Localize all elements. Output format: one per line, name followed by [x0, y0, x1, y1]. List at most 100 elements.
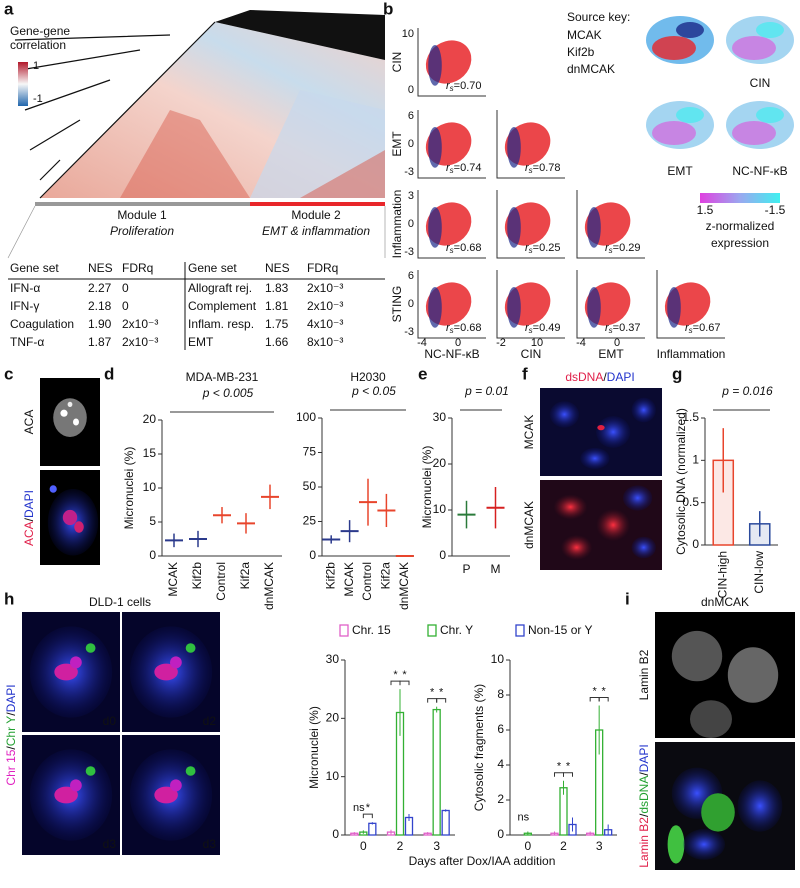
x-tick-label: Kif2b: [190, 562, 204, 590]
rs-equals: =: [533, 162, 539, 174]
micrograph-spot: [62, 509, 78, 526]
significance-label: *: [366, 802, 371, 814]
micrograph-spot: [70, 779, 82, 792]
x-tick-label: dnMCAK: [262, 562, 276, 610]
rs-label: rs=0.67: [685, 322, 721, 335]
micrograph-spot: [185, 766, 196, 776]
table-cell: Complement: [188, 299, 257, 313]
umap: [676, 22, 704, 38]
table-cell: 0: [122, 299, 129, 313]
micrograph-spot: [671, 630, 723, 682]
rs-symbol: r: [446, 80, 451, 92]
y-tick-label: 8: [497, 687, 504, 701]
axis: [496, 110, 565, 179]
rs-subscript: s: [609, 326, 613, 335]
image-label: d3: [203, 837, 217, 851]
significance-label: *: [566, 761, 571, 773]
y-axis-label: Micronuclei (%): [122, 447, 136, 530]
y-tick-label: -3: [404, 246, 414, 258]
panel-letter: a: [4, 0, 14, 18]
table-cell: Allograft rej.: [188, 281, 252, 295]
table-cell: IFN-α: [10, 281, 40, 295]
y-tick-label: 2: [497, 792, 504, 806]
image-label: ACA: [22, 410, 36, 435]
rs-subscript: s: [450, 326, 454, 335]
table-cell: Inflam. resp.: [188, 317, 254, 331]
x-tick-label: MCAK: [342, 562, 356, 597]
module-bar: [250, 202, 385, 206]
module-name: Module 1: [117, 208, 167, 222]
legend-title: correlation: [10, 38, 66, 52]
rs-label: rs=0.68: [446, 242, 482, 255]
significance-label: *: [557, 761, 562, 773]
connector: [7, 205, 386, 259]
y-tick-label: 75: [303, 445, 317, 459]
y-tick-label: 15: [143, 446, 157, 460]
axis: [576, 190, 645, 259]
micrograph-spot: [596, 416, 631, 448]
significance-label: ns: [518, 811, 530, 823]
rs-value: 0.29: [619, 242, 640, 254]
image-label: Lamin B2: [637, 649, 651, 700]
umap-label: NC-NF-κB: [732, 164, 787, 178]
rs-value: 0.49: [539, 322, 560, 334]
legend-title: Source key:: [567, 10, 630, 24]
col-label: NC-NF-κB: [424, 347, 479, 361]
y-tick-label: 30: [433, 410, 447, 424]
table-cell: TNF-α: [10, 335, 44, 349]
table-cell: 8x10⁻³: [307, 335, 343, 349]
image-label: dnMCAK: [522, 501, 536, 549]
table-cell: EMT: [188, 335, 214, 349]
micrograph-spot: [683, 829, 725, 860]
significance-bracket: [563, 772, 573, 777]
image-label-part: Chr Y: [4, 716, 18, 746]
rs-symbol: r: [446, 242, 451, 254]
table-cell: 0: [122, 281, 129, 295]
significance-bracket: [399, 680, 410, 686]
umap: [652, 36, 696, 60]
legend-swatch: [515, 624, 525, 637]
scatter-cloud: [507, 287, 521, 328]
rs-label: rs=0.49: [525, 322, 561, 335]
table-cell: 2x10⁻³: [122, 317, 158, 331]
module-description: EMT & inflammation: [262, 224, 370, 238]
rs-symbol: r: [446, 322, 451, 334]
rs-symbol: r: [605, 322, 610, 334]
y-tick-label: 0: [408, 298, 414, 310]
panel-letter: b: [383, 0, 393, 18]
p-value: p = 0.01: [464, 384, 509, 398]
p-value: p < 0.005: [202, 386, 254, 400]
image-label-part: Lamin B2: [637, 817, 651, 868]
significance-label: ns: [353, 802, 365, 814]
y-tick-label: 10: [143, 480, 157, 494]
table-cell: 1.66: [265, 335, 289, 349]
y-tick-label: 50: [303, 479, 317, 493]
panel-letter: e: [418, 364, 427, 383]
module-bar: [35, 202, 250, 206]
image-label-part: ACA: [22, 521, 36, 546]
micrograph-spot: [54, 786, 78, 804]
axis: [496, 190, 565, 259]
table-header: FDRq: [307, 261, 338, 275]
axis: [417, 110, 486, 179]
x-tick-label: 0: [614, 337, 620, 349]
row-label: EMT: [390, 131, 404, 157]
micrograph-spot: [170, 656, 182, 669]
y-axis-label: Micronuclei (%): [420, 446, 434, 529]
x-tick-label: CIN-low: [752, 551, 766, 594]
rs-symbol: r: [685, 322, 690, 334]
rs-equals: =: [454, 162, 460, 174]
micrograph-spot: [154, 663, 178, 681]
panel-letter: c: [4, 364, 13, 383]
rs-value: 0.68: [460, 322, 481, 334]
y-tick-label: 10: [402, 28, 414, 40]
heatmap-block: [120, 110, 250, 198]
rs-value: 0.25: [539, 242, 560, 254]
legend-tick: 1: [33, 60, 39, 72]
panel-letter: h: [4, 589, 14, 608]
legend-tick: -1: [33, 93, 43, 105]
rs-equals: =: [454, 242, 460, 254]
significance-bracket: [598, 697, 609, 702]
y-tick-label: 6: [408, 270, 414, 282]
micrograph-spot: [170, 779, 182, 792]
